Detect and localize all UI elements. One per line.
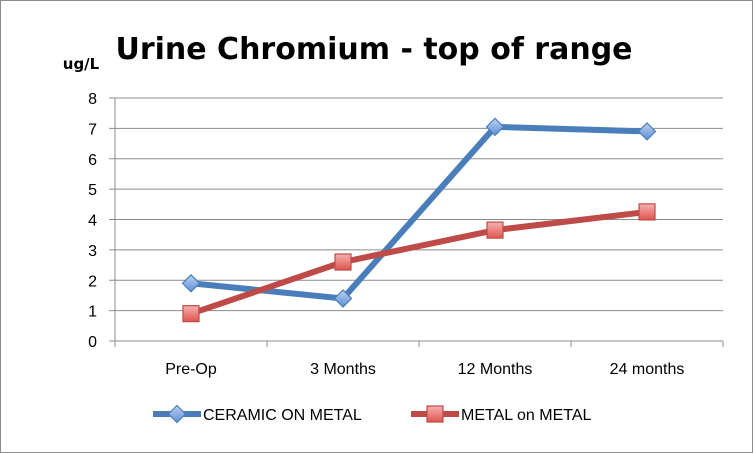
x-tick-label-3-months: 3 Months [310, 361, 376, 378]
axes [109, 97, 724, 347]
y-axis-label: ug/L [63, 55, 100, 73]
data-point-ceramic-on-metal-1 [333, 289, 353, 308]
gridlines [115, 97, 723, 312]
y-tick-label: 0 [88, 334, 97, 351]
x-tick-label-24-months: 24 months [610, 361, 685, 378]
y-tick-label: 2 [88, 273, 97, 290]
y-tick-label: 6 [88, 152, 97, 169]
series-ceramic-on-metal [181, 117, 657, 308]
x-tick-label-12-months: 12 Months [458, 361, 533, 378]
legend: CERAMIC ON METAL METAL on METAL [153, 404, 592, 424]
y-tick-label: 1 [88, 304, 97, 321]
y-tick-label: 5 [88, 182, 97, 199]
legend-marker-metal-on-metal [426, 405, 444, 423]
series-lines [181, 117, 657, 323]
y-tick-label: 3 [88, 243, 97, 260]
y-tick-label: 4 [88, 213, 97, 230]
legend-label-metal-on-metal: METAL on METAL [461, 407, 592, 424]
y-tick-labels: 0 1 2 3 4 5 6 7 8 [88, 91, 97, 351]
data-point-ceramic-on-metal-2 [485, 117, 505, 137]
legend-marker-ceramic-on-metal [167, 404, 187, 424]
legend-label-ceramic-on-metal: CERAMIC ON METAL [203, 407, 362, 424]
data-point-ceramic-on-metal-0 [181, 273, 201, 293]
legend-item-metal-on-metal: METAL on METAL [411, 405, 592, 424]
data-point-metal-on-metal-2 [486, 221, 504, 239]
x-tick-labels: Pre-Op 3 Months 12 Months 24 months [165, 361, 684, 378]
chart-title: Urine Chromium - top of range [115, 32, 632, 67]
series-line-metal-on-metal [188, 208, 650, 317]
data-point-metal-on-metal-0 [182, 305, 200, 323]
data-point-metal-on-metal-3 [638, 203, 656, 221]
y-tick-label: 7 [88, 121, 97, 138]
series-line-ceramic-on-metal [188, 123, 650, 302]
legend-item-ceramic-on-metal: CERAMIC ON METAL [153, 404, 362, 424]
x-tick-label-pre-op: Pre-Op [165, 361, 217, 378]
series-metal-on-metal [182, 203, 656, 323]
y-tick-label: 8 [88, 91, 97, 108]
data-point-metal-on-metal-1 [334, 253, 352, 271]
data-point-ceramic-on-metal-3 [637, 122, 657, 141]
